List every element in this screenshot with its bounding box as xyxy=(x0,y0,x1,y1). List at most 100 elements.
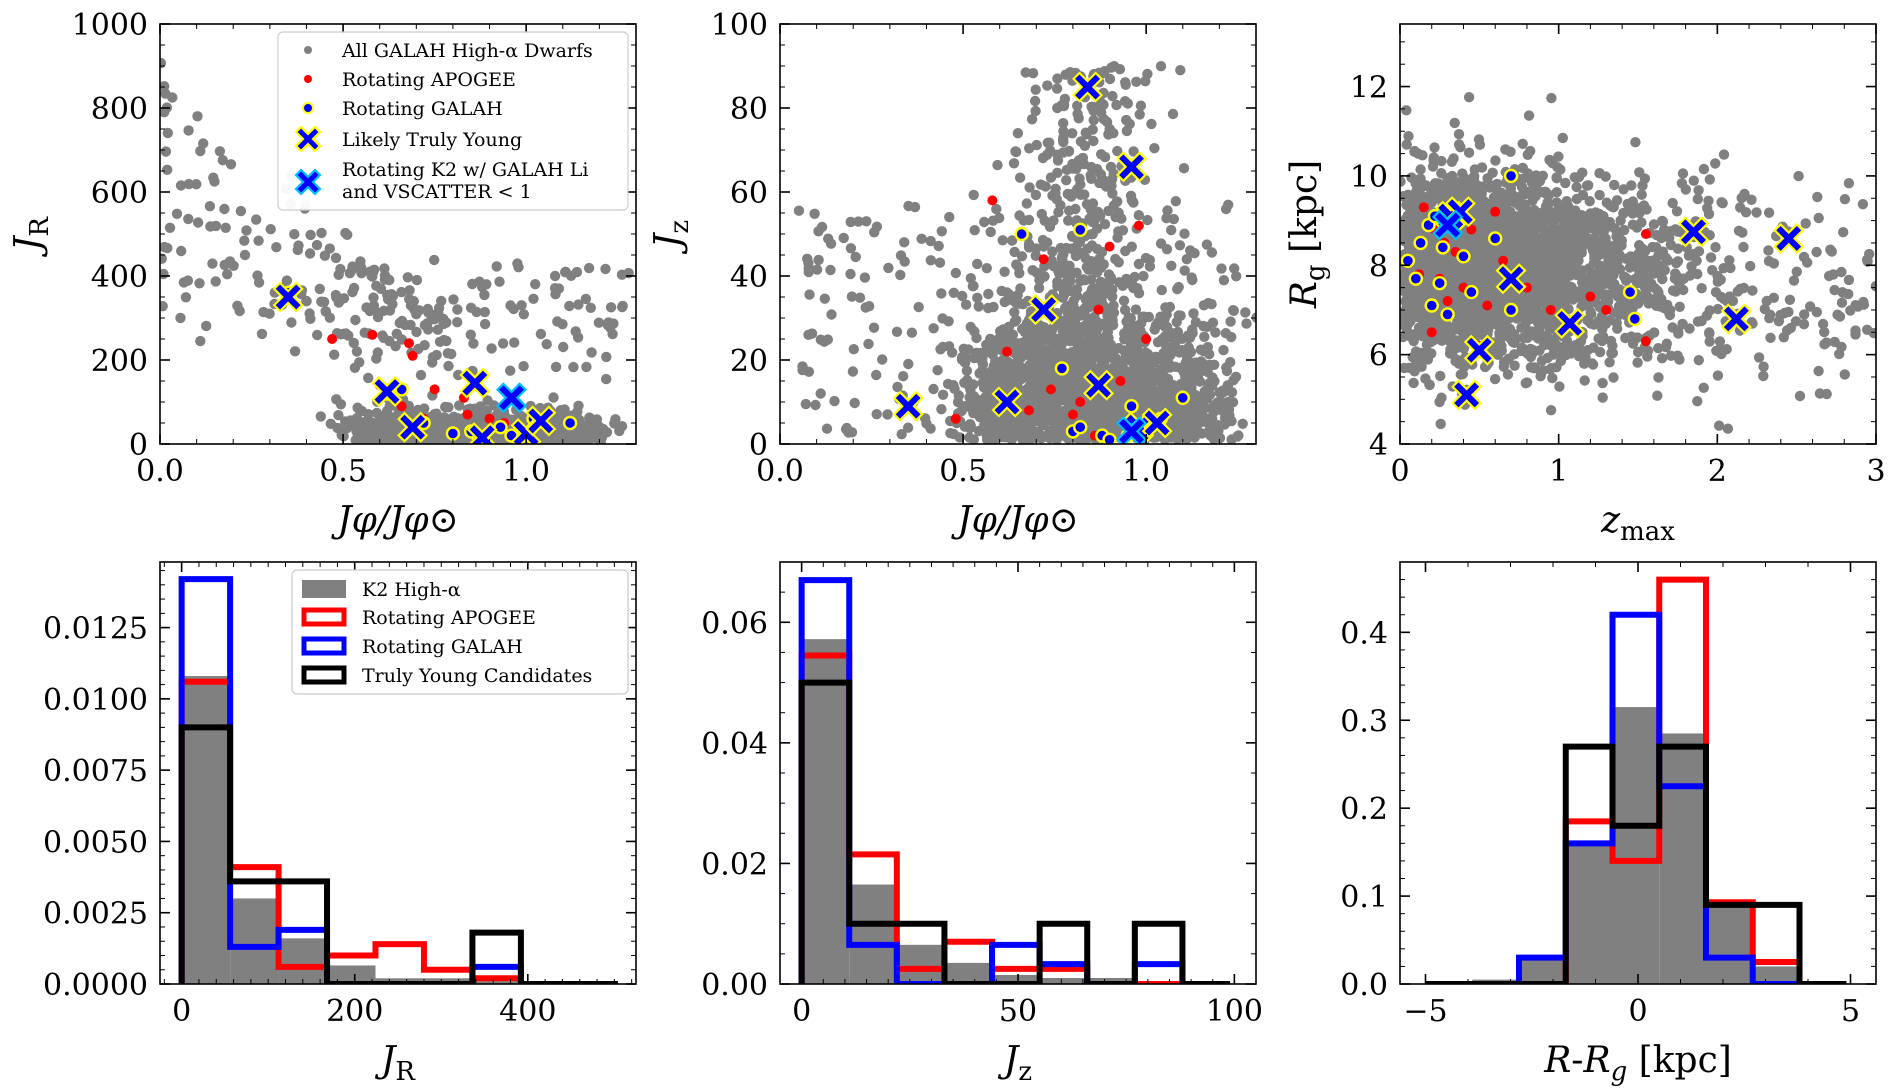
dwarf-point xyxy=(180,292,192,303)
dwarf-point xyxy=(1199,331,1210,342)
dwarf-point xyxy=(304,308,315,319)
dwarf-point xyxy=(364,429,375,440)
apogee-point xyxy=(1023,405,1034,416)
dwarf-point xyxy=(581,421,592,432)
dwarf-point xyxy=(972,401,984,412)
dwarf-point xyxy=(1152,337,1164,348)
dwarf-point xyxy=(1095,169,1107,180)
dwarf-point xyxy=(239,235,250,246)
dwarf-point xyxy=(585,302,596,313)
apogee-point xyxy=(1038,254,1049,265)
dwarf-point xyxy=(1061,276,1072,287)
dwarf-point xyxy=(1109,60,1120,72)
dwarf-point xyxy=(1074,173,1085,184)
dwarf-point xyxy=(999,266,1010,277)
dwarf-point xyxy=(1201,239,1213,250)
dwarf-point xyxy=(1560,177,1571,189)
dwarf-point xyxy=(1094,362,1105,374)
dwarf-point xyxy=(1121,273,1132,285)
dwarf-point xyxy=(1024,182,1035,193)
dwarf-point xyxy=(1030,348,1041,359)
dwarf-point xyxy=(555,405,566,416)
dwarf-point xyxy=(1036,433,1047,444)
dwarf-point xyxy=(1040,181,1051,192)
dwarf-point xyxy=(934,257,946,268)
dwarf-point xyxy=(1119,334,1130,345)
apogee-point xyxy=(396,401,407,412)
dwarf-point xyxy=(1225,316,1236,327)
dwarf-point xyxy=(314,283,325,295)
dwarf-point xyxy=(1049,426,1060,437)
dwarf-point xyxy=(1034,381,1045,392)
dwarf-point xyxy=(821,423,833,434)
dwarf-point xyxy=(1085,204,1096,215)
dwarf-point xyxy=(1030,84,1041,95)
dwarf-point xyxy=(372,311,384,323)
dwarf-point xyxy=(1072,108,1083,120)
dwarf-point xyxy=(593,317,605,328)
dwarf-point xyxy=(396,286,407,298)
y-tick-label: 600 xyxy=(91,176,148,211)
dwarf-point xyxy=(1098,318,1109,329)
dwarf-point xyxy=(987,215,999,226)
dwarf-point xyxy=(541,339,552,350)
young-marker xyxy=(272,281,304,313)
dwarf-point xyxy=(1162,330,1174,342)
dwarf-point xyxy=(1107,284,1118,295)
dwarf-point xyxy=(494,276,505,287)
dwarf-point xyxy=(1121,391,1132,403)
dwarf-point xyxy=(220,222,231,233)
dwarf-point xyxy=(219,203,230,215)
dwarf-point xyxy=(1056,336,1067,347)
dwarf-point xyxy=(825,264,836,276)
dwarf-point xyxy=(928,383,939,395)
dwarf-point xyxy=(1417,150,1428,161)
dwarf-point xyxy=(468,338,479,349)
dwarf-point xyxy=(1010,146,1021,157)
dwarf-point xyxy=(222,269,233,280)
dwarf-point xyxy=(564,300,575,312)
dwarf-point xyxy=(1106,180,1117,191)
dwarf-point xyxy=(610,414,621,425)
dwarf-point xyxy=(1133,258,1145,270)
dwarf-point xyxy=(1229,263,1240,274)
dwarf-point xyxy=(979,216,990,228)
dwarf-point xyxy=(505,300,516,311)
dwarf-point xyxy=(859,272,871,283)
dwarf-point xyxy=(903,358,914,370)
dwarf-point xyxy=(198,138,209,149)
dwarf-point xyxy=(601,373,612,385)
dwarf-point xyxy=(992,159,1003,171)
dwarf-point xyxy=(1028,369,1039,380)
dwarf-point xyxy=(819,293,830,304)
x-tick-label: 1.0 xyxy=(502,454,550,489)
dwarf-point xyxy=(1553,151,1564,162)
dwarf-point xyxy=(1108,300,1119,311)
dwarf-point xyxy=(1001,372,1012,383)
dwarf-point xyxy=(344,268,356,279)
dwarf-point xyxy=(892,381,903,393)
dwarf-point xyxy=(324,243,335,254)
dwarf-point xyxy=(1023,143,1035,154)
apogee-point xyxy=(1093,304,1104,315)
dwarf-point xyxy=(850,251,861,263)
dwarf-point xyxy=(530,279,541,290)
dwarf-point xyxy=(991,203,1002,215)
dwarf-point xyxy=(1176,344,1188,356)
dwarf-point xyxy=(838,232,849,244)
dwarf-point xyxy=(1061,175,1072,186)
dwarf-point xyxy=(1202,366,1213,378)
dwarf-point xyxy=(1048,215,1059,226)
dwarf-point xyxy=(1630,137,1641,148)
galah-point xyxy=(1124,399,1139,414)
dwarf-point xyxy=(265,224,276,235)
dwarf-point xyxy=(402,272,413,283)
dwarf-point xyxy=(350,314,361,326)
dwarf-point xyxy=(1198,320,1209,332)
dwarf-point xyxy=(932,365,943,376)
dwarf-point xyxy=(1142,386,1153,397)
dwarf-point xyxy=(351,426,362,437)
dwarf-point xyxy=(1101,330,1112,341)
dwarf-point xyxy=(1058,118,1069,129)
